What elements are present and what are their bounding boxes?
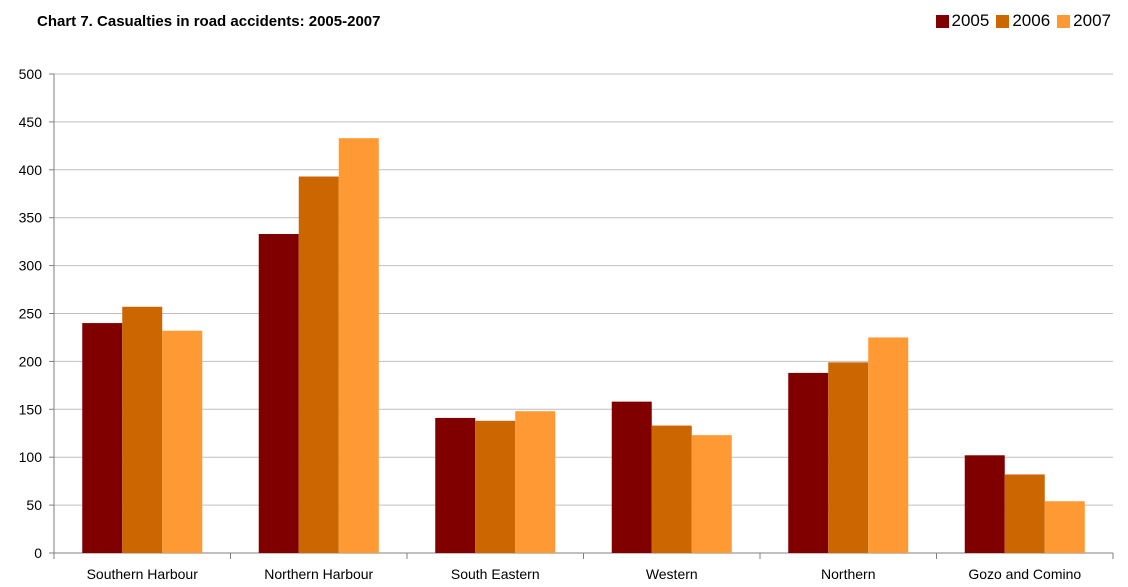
bar-2007-4 [868,337,909,553]
x-category-label: Northern Harbour [264,566,373,582]
x-category-label: Western [646,566,698,582]
bar-2005-5 [964,455,1005,553]
y-tick-label: 300 [19,258,43,274]
y-tick-label: 50 [26,497,42,513]
bar-2006-2 [475,420,516,553]
chart-title: Chart 7. Casualties in road accidents: 2… [37,13,381,30]
y-tick-label: 400 [19,162,43,178]
legend-item-2006: 2006 [996,11,1050,31]
bar-2005-0 [82,323,123,553]
y-tick-label: 200 [19,353,43,369]
y-tick-label: 350 [19,210,43,226]
legend-swatch-2006 [996,14,1010,28]
y-tick-label: 100 [19,449,43,465]
bar-2005-4 [788,372,829,553]
x-category-label: Northern [821,566,875,582]
y-tick-label: 250 [19,306,43,322]
bar-2007-0 [162,330,203,553]
legend-item-2007: 2007 [1057,11,1111,31]
legend-label-2007: 2007 [1073,11,1111,30]
bar-2007-1 [338,138,379,553]
bar-2006-4 [828,362,869,553]
legend-label-2005: 2005 [951,11,990,30]
x-category-label: Southern Harbour [87,566,199,582]
bar-2006-0 [122,306,163,553]
x-category-label: Gozo and Comino [968,566,1081,582]
bar-2006-1 [298,176,339,554]
bar-2006-3 [651,425,692,553]
bar-2005-1 [258,233,299,553]
bar-2005-2 [435,417,476,553]
bar-2007-3 [691,435,732,553]
y-tick-label: 0 [34,545,42,561]
y-tick-label: 500 [19,66,43,82]
chart-legend: 2005 2006 2007 [929,11,1111,31]
bar-2007-2 [515,411,556,553]
legend-swatch-2005 [935,14,949,28]
y-tick-label: 150 [19,401,43,417]
y-tick-label: 450 [19,114,43,130]
x-category-label: South Eastern [451,566,540,582]
bar-2006-5 [1004,474,1045,553]
bar-2007-5 [1044,501,1085,553]
legend-swatch-2007 [1057,14,1071,28]
legend-label-2006: 2006 [1012,11,1051,30]
bar-2005-3 [611,401,652,553]
legend-item-2005: 2005 [935,11,990,31]
